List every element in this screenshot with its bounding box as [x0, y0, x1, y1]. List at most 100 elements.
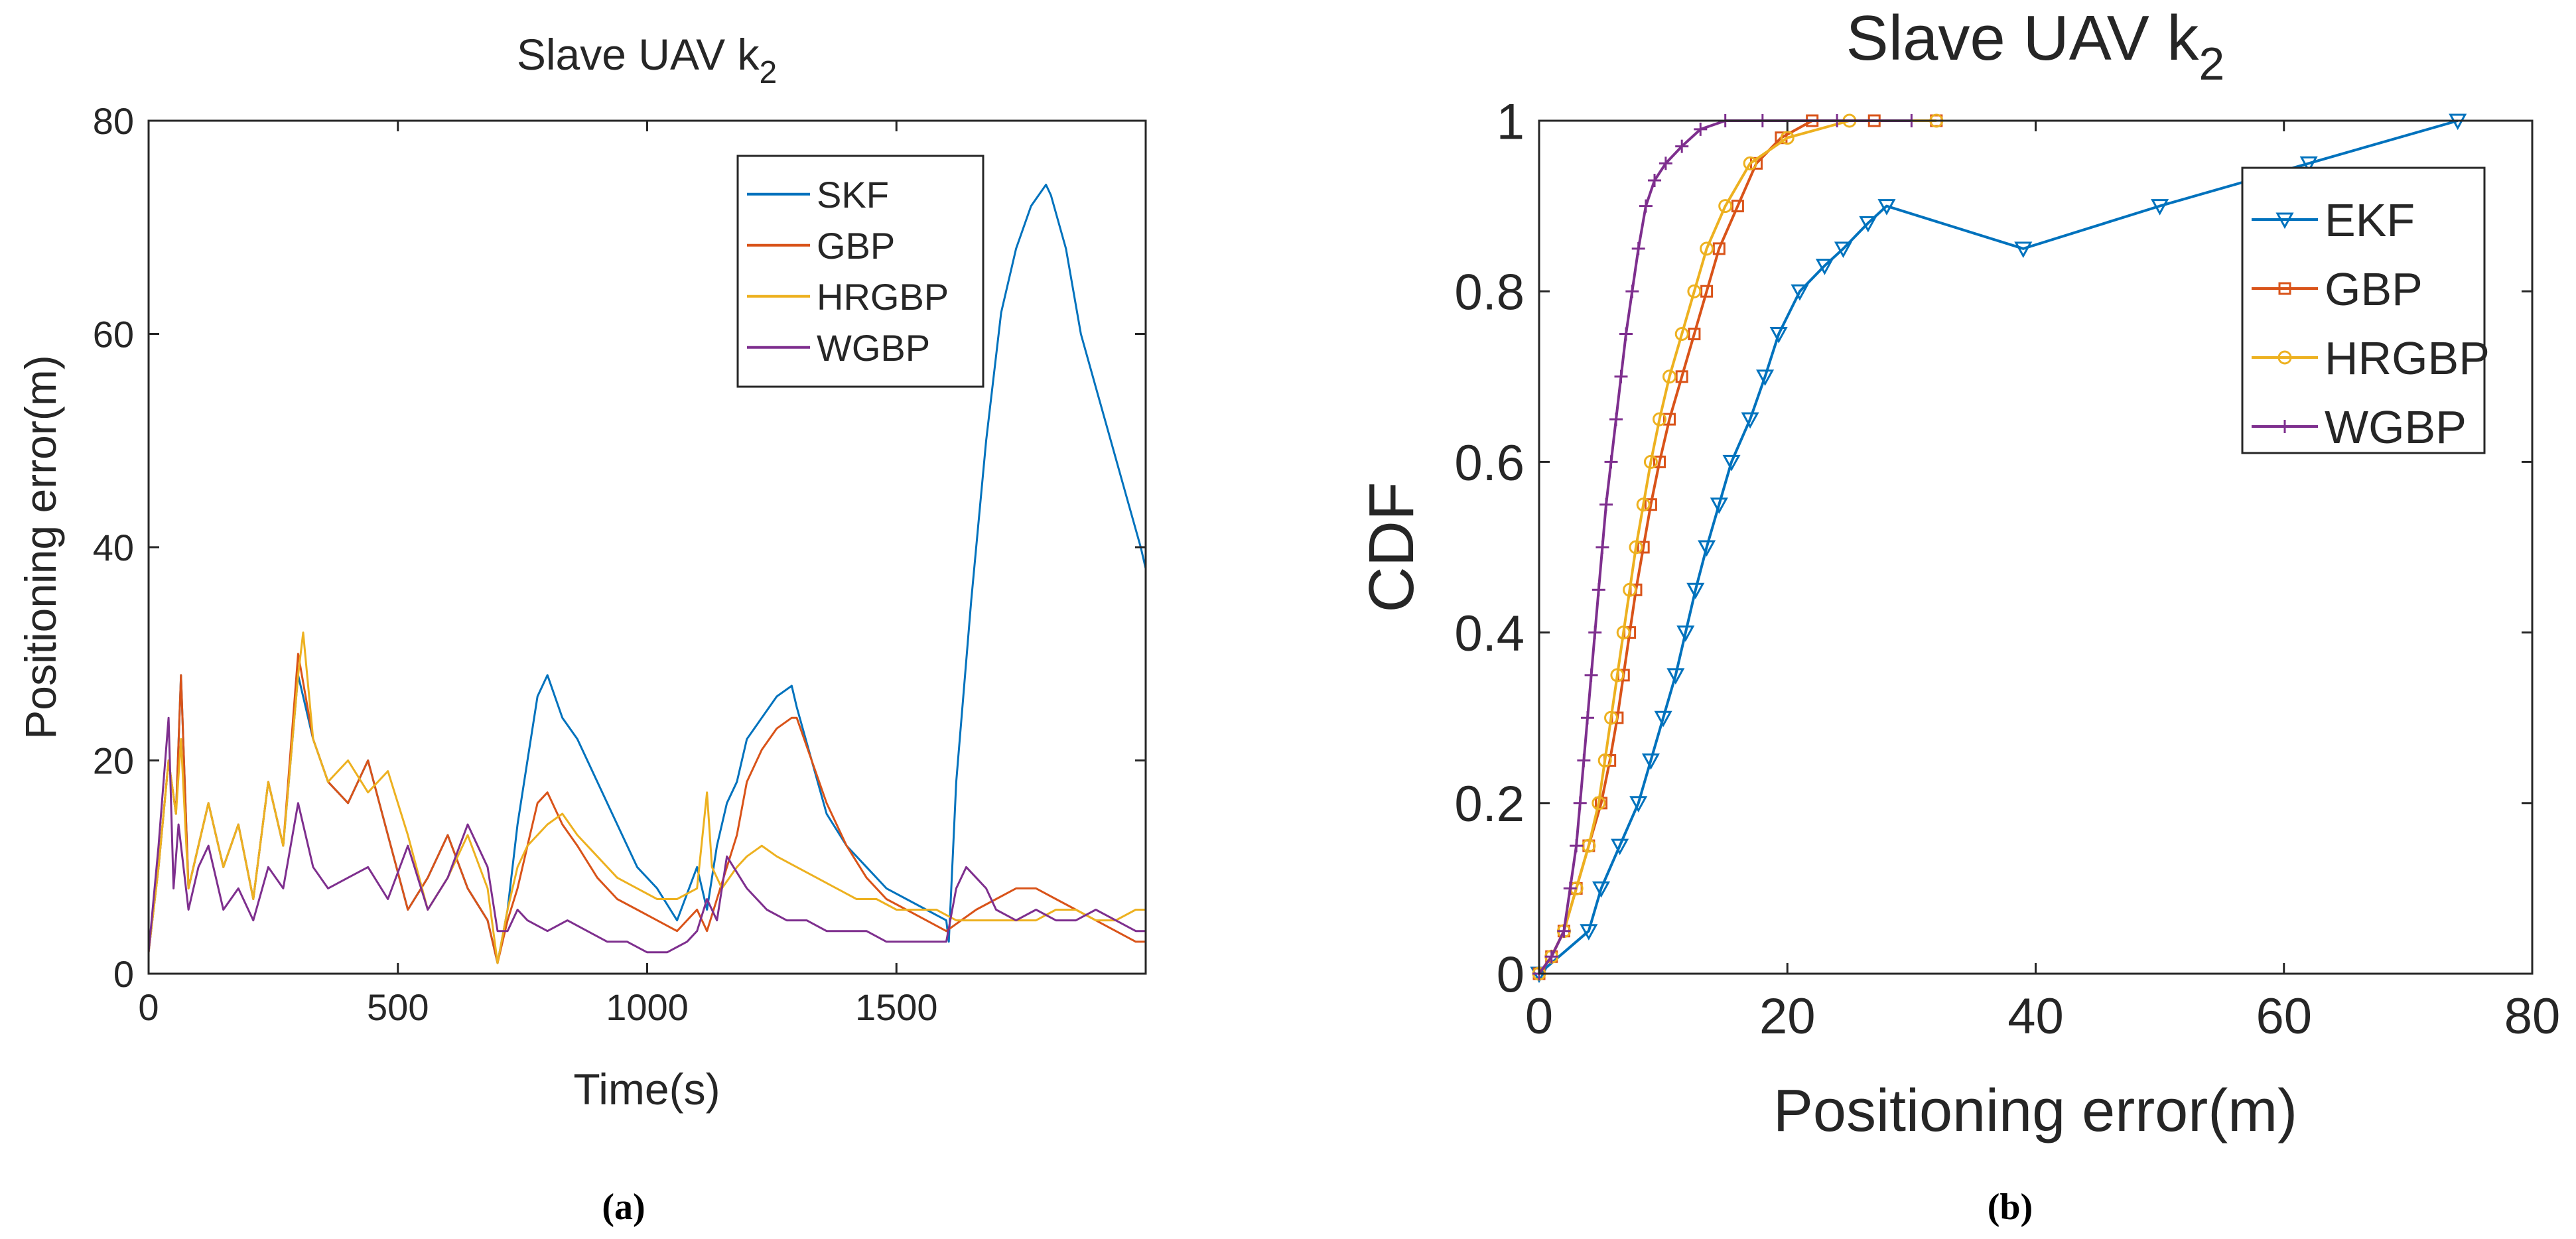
panel-b-series-hrgbp-marker-15: [1662, 369, 1676, 384]
panel-b-legend-label: WGBP: [2325, 401, 2467, 453]
panel-b-series-wgbp-marker-6: [1577, 753, 1591, 767]
panel-a-series-wgbp: [147, 716, 1146, 954]
panel-b-series-ekf-marker-7: [1666, 668, 1685, 685]
panel-a-series-group: [147, 184, 1147, 964]
panel-b-series-wgbp-marker-14: [1609, 413, 1623, 426]
panel-b-series-wgbp-marker-22: [1675, 139, 1689, 153]
panel-a-legend-label: WGBP: [817, 327, 930, 369]
panel-b-y-tick-label: 0: [1497, 946, 1525, 1003]
panel-b-series-hrgbp-marker-14: [1653, 412, 1667, 426]
panel-b-series-ekf-marker-20: [1877, 199, 1896, 216]
panel-b-series-wgbp-marker-4: [1570, 839, 1584, 853]
panel-a-y-tick-label: 0: [113, 953, 134, 995]
panel-b-series-group: [1530, 113, 2467, 984]
panel-b-y-tick-label: 0.6: [1454, 435, 1525, 491]
panel-b-legend-label: HRGBP: [2325, 332, 2490, 384]
panel-a-plot-area: [149, 121, 1146, 974]
panel-b-series-hrgbp-marker-11: [1629, 540, 1643, 554]
panel-b-y-tick-label: 0.4: [1454, 606, 1525, 662]
panel-b-series-ekf-marker-23: [2299, 156, 2318, 173]
panel-b-series-wgbp-marker-12: [1599, 497, 1613, 511]
panel-b-series-hrgbp-marker-20: [1743, 156, 1757, 170]
panel-b-legend-item-wgbp: WGBP: [2252, 401, 2467, 453]
panel-b-series-hrgbp-marker-9: [1616, 625, 1631, 640]
panel-b-series-wgbp-marker-16: [1619, 327, 1633, 341]
panel-b-legend-item-gbp: GBP: [2252, 263, 2423, 315]
panel-b-series-gbp-marker-15: [1675, 370, 1688, 383]
panel-b-series-wgbp-marker-1: [1544, 950, 1558, 964]
panel-b-series-wgbp-marker-13: [1604, 455, 1618, 469]
panel-b-x-tick-label: 0: [1525, 988, 1553, 1045]
panel-b-chart: 0 20 40 60 80 0 0.2 0.4 0.6 0.8 1 Slave UAV k2 Pos…: [1356, 3, 2560, 1228]
panel-b-series-wgbp-marker-9: [1588, 625, 1602, 639]
panel-a-legend-label: GBP: [817, 225, 895, 267]
panel-b-series-hrgbp-marker-17: [1687, 284, 1702, 298]
panel-b-x-tick-label: 80: [2504, 988, 2561, 1045]
panel-b-series-hrgbp-marker-21: [1780, 131, 1795, 145]
panel-a-legend-item-skf: SKF: [747, 174, 889, 216]
panel-b-series-wgbp-marker-15: [1614, 369, 1628, 383]
panel-a-series-hrgbp: [147, 631, 1146, 964]
panel-b-series-hrgbp-marker-12: [1636, 497, 1651, 512]
panel-b-series-ekf-marker-6: [1654, 710, 1672, 728]
panel-b-series-ekf-marker-19: [1859, 216, 1877, 233]
panel-b-series-ekf-marker-11: [1710, 497, 1728, 514]
panel-b-x-axis-label: Positioning error(m): [1773, 1078, 2297, 1144]
panel-b-y-tick-label: 0.2: [1454, 776, 1525, 832]
panel-b-series-gbp-marker-11: [1637, 541, 1650, 554]
panel-a-ticks: 0 500 1000 1500 0 20 40 60 80: [93, 100, 1146, 1028]
panel-b-series-gbp-marker-16: [1688, 328, 1701, 340]
panel-b-series-hrgbp-marker-18: [1700, 241, 1714, 256]
panel-b-series-gbp-marker-19: [1731, 200, 1744, 213]
panel-b-x-tick-label: 40: [2007, 988, 2064, 1045]
panel-a-x-tick-label: 0: [138, 986, 159, 1028]
panel-b-series-hrgbp-marker-13: [1643, 454, 1658, 469]
panel-b-legend-ekf-marker-legend: [2275, 212, 2294, 229]
panel-a-y-tick-label: 60: [93, 314, 134, 356]
panel-b-legend-item-hrgbp: HRGBP: [2252, 332, 2490, 384]
panel-b-series-ekf-marker-5: [1641, 753, 1660, 770]
panel-b-series-wgbp-marker-20: [1648, 174, 1662, 188]
panel-b-series-hrgbp-marker-8: [1610, 668, 1625, 683]
panel-a-legend-item-hrgbp: HRGBP: [747, 276, 949, 318]
panel-b-series-ekf-marker-2: [1592, 881, 1611, 898]
panel-b-series-wgbp-marker-18: [1631, 241, 1645, 255]
panel-a-legend-label: SKF: [817, 174, 889, 216]
panel-b-legend-label: GBP: [2325, 263, 2423, 315]
panel-b-series-hrgbp-marker-6: [1597, 753, 1612, 767]
panel-b-legend-label: EKF: [2325, 194, 2415, 246]
panel-a-legend-item-wgbp: WGBP: [747, 327, 930, 369]
panel-b-y-tick-label: 1: [1497, 94, 1525, 150]
panel-b-series-ekf-marker-15: [1769, 327, 1788, 344]
panel-b-series-hrgbp-marker-5: [1592, 796, 1606, 811]
panel-b-title: Slave UAV k2: [1846, 3, 2225, 90]
panel-b-y-axis-label: CDF: [1356, 482, 1427, 612]
panel-b-series-ekf-marker-4: [1629, 796, 1648, 813]
panel-b-series-wgbp-marker-7: [1580, 711, 1594, 725]
panel-b-series-ekf: [1530, 113, 2467, 984]
panel-b-series-hrgbp-marker-19: [1718, 199, 1733, 214]
panel-b-series-wgbp-marker-10: [1592, 583, 1605, 597]
panel-a-y-tick-label: 20: [93, 740, 134, 782]
panel-b-legend-gbp-marker-legend: [2278, 282, 2291, 295]
panel-a-y-tick-label: 40: [93, 527, 134, 568]
panel-b-series-ekf-marker-14: [1756, 369, 1775, 386]
panel-b-series-hrgbp-marker-10: [1623, 582, 1637, 597]
panel-b-series-wgbp-marker-23: [1694, 122, 1708, 136]
panel-a-legend-label: HRGBP: [817, 276, 949, 318]
panel-b-series-gbp-marker-13: [1653, 455, 1666, 468]
panel-b-series-gbp-marker-14: [1662, 413, 1676, 426]
panel-b-series-hrgbp-marker-7: [1604, 710, 1619, 725]
panel-b-series-gbp-marker-17: [1700, 285, 1714, 298]
panel-b-series-ekf-marker-22: [2151, 199, 2169, 216]
panel-b-legend-box: [2241, 166, 2486, 454]
panel-b-series-ekf-marker-21: [2014, 241, 2033, 259]
panel-a-x-tick-label: 500: [367, 986, 429, 1028]
panel-a-y-tick-label: 80: [93, 100, 134, 142]
panel-b-series-hrgbp-line: [1538, 119, 1936, 975]
panel-b-series-wgbp-marker-17: [1625, 285, 1639, 298]
panel-b-series-wgbp-marker-2: [1557, 924, 1571, 938]
panel-b-legend-wgbp-marker-legend: [2278, 420, 2291, 433]
panel-a-series-hrgbp-line: [147, 631, 1146, 964]
